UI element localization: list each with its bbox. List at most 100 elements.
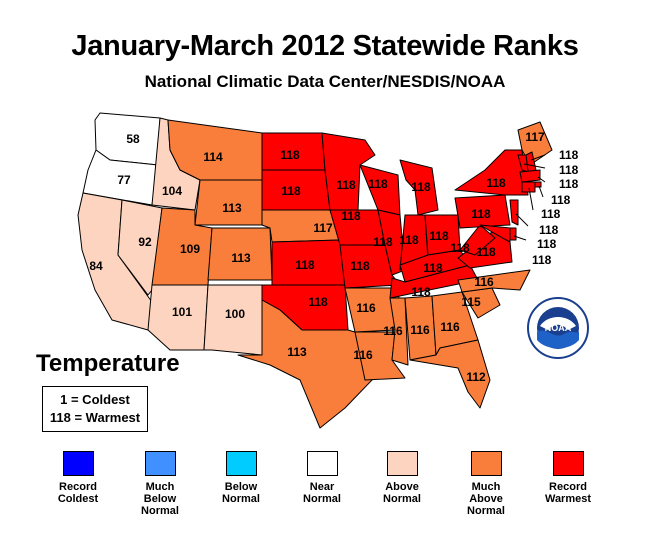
map-title: January-March 2012 Statewide Ranks xyxy=(71,30,579,62)
legend-item-much-below: Much Below Normal xyxy=(120,451,200,517)
rank-label-idaho: 104 xyxy=(162,184,182,198)
state-west-virginia xyxy=(459,224,496,256)
rank-label-wyoming: 113 xyxy=(222,201,242,215)
rank-label-virginia: 118 xyxy=(476,245,496,259)
legend-label: Record Warmest xyxy=(544,481,592,505)
legend-item-record-coldest: Record Coldest xyxy=(38,451,118,505)
state-connecticut xyxy=(521,181,536,193)
rank-label-new-hampshire: 118 xyxy=(559,148,579,162)
legend-swatch xyxy=(225,451,257,476)
state-north-carolina xyxy=(457,269,531,293)
rank-label-indiana: 118 xyxy=(399,233,419,247)
leader-line xyxy=(530,154,546,161)
legend-label: Record Coldest xyxy=(57,481,99,505)
rank-label-utah: 109 xyxy=(180,242,200,256)
rank-label-louisiana: 116 xyxy=(353,348,373,362)
noaa-logo: NOAA xyxy=(527,297,589,359)
map-subtitle: National Climatic Data Center/NESDIS/NOA… xyxy=(144,72,506,91)
rank-label-colorado: 113 xyxy=(231,251,251,265)
legend-label: Near Normal xyxy=(303,481,341,505)
state-arizona xyxy=(147,284,209,351)
rank-key-warmest: 118 = Warmest xyxy=(49,410,141,425)
rank-label-florida: 112 xyxy=(466,370,486,384)
rank-label-washington: 58 xyxy=(126,132,140,146)
legend-item-near: Near Normal xyxy=(282,451,362,505)
rank-label-arkansas: 116 xyxy=(356,301,376,315)
rank-label-connecticut: 118 xyxy=(541,207,561,221)
leader-line xyxy=(523,163,546,169)
state-nevada xyxy=(117,199,163,296)
rank-label-south-carolina: 115 xyxy=(461,295,481,309)
state-mississippi xyxy=(389,297,409,366)
state-louisiana xyxy=(354,331,406,381)
legend-swatch xyxy=(386,451,418,476)
rank-label-iowa: 118 xyxy=(341,209,361,223)
leader-line xyxy=(515,213,529,227)
rank-label-california: 84 xyxy=(89,259,103,273)
leader-line xyxy=(528,187,534,211)
legend-label: Above Normal xyxy=(383,481,421,505)
rank-label-ohio: 118 xyxy=(429,229,449,243)
rank-label-michigan: 118 xyxy=(411,180,431,194)
noaa-logo-text: NOAA xyxy=(545,323,572,333)
legend-swatch xyxy=(470,451,502,476)
rank-key-box: 1 = Coldest 118 = Warmest xyxy=(42,386,148,432)
state-massachusetts xyxy=(519,169,541,183)
rank-label-mississippi: 116 xyxy=(383,324,403,338)
state-minnesota xyxy=(321,132,376,211)
rank-label-north-carolina: 116 xyxy=(474,275,494,289)
rank-label-maine: 117 xyxy=(525,130,545,144)
rank-label-texas: 113 xyxy=(287,345,307,359)
rank-label-new-jersey: 118 xyxy=(539,223,559,237)
legend-item-record-warmest: Record Warmest xyxy=(528,451,608,505)
state-illinois xyxy=(377,209,406,276)
state-pennsylvania xyxy=(454,194,511,229)
rank-label-missouri: 118 xyxy=(350,259,370,273)
legend-label: Much Above Normal xyxy=(467,481,505,517)
legend-swatch xyxy=(552,451,584,476)
rank-label-alabama: 116 xyxy=(410,323,430,337)
rank-label-tennessee: 118 xyxy=(411,285,431,299)
rank-label-new-mexico: 100 xyxy=(225,307,245,321)
leader-line xyxy=(537,176,546,183)
rank-label-vermont: 118 xyxy=(559,163,579,177)
rank-label-kansas: 118 xyxy=(295,258,315,272)
state-florida xyxy=(409,339,491,409)
rank-label-south-dakota: 118 xyxy=(281,184,301,198)
rank-label-nebraska: 117 xyxy=(313,221,333,235)
rank-label-arizona: 101 xyxy=(172,305,192,319)
rank-label-pennsylvania: 118 xyxy=(471,207,491,221)
rank-label-montana: 114 xyxy=(203,150,223,164)
rank-label-west-virginia: 118 xyxy=(450,241,470,255)
legend-label: Below Normal xyxy=(222,481,260,505)
rank-label-kentucky: 118 xyxy=(423,261,443,275)
legend-swatch xyxy=(144,451,176,476)
state-rhode-island xyxy=(534,181,542,188)
legend-item-much-above: Much Above Normal xyxy=(446,451,526,517)
rank-label-minnesota: 118 xyxy=(336,178,356,192)
state-delaware xyxy=(509,227,517,241)
rank-label-new-york: 118 xyxy=(486,176,506,190)
rank-label-maryland: 118 xyxy=(532,253,552,267)
legend-swatch xyxy=(306,451,338,476)
state-maryland xyxy=(479,224,511,243)
rank-label-georgia: 116 xyxy=(440,320,460,334)
state-tennessee xyxy=(389,264,479,299)
rank-label-wisconsin: 118 xyxy=(368,177,388,191)
state-texas xyxy=(237,299,373,429)
rank-label-north-dakota: 118 xyxy=(280,148,300,162)
state-new-mexico xyxy=(203,284,263,356)
rank-label-delaware: 118 xyxy=(537,237,557,251)
rank-label-rhode-island: 118 xyxy=(551,193,571,207)
map-variable-label: Temperature xyxy=(36,350,180,377)
legend-label: Much Below Normal xyxy=(141,481,179,517)
leader-line xyxy=(538,185,544,198)
rank-label-massachusetts: 118 xyxy=(559,177,579,191)
leader-line xyxy=(513,235,527,241)
rank-label-nevada: 92 xyxy=(138,235,152,249)
legend-item-above: Above Normal xyxy=(362,451,442,505)
rank-label-oregon: 77 xyxy=(117,173,131,187)
rank-label-illinois: 118 xyxy=(373,235,393,249)
state-new-jersey xyxy=(509,199,519,226)
